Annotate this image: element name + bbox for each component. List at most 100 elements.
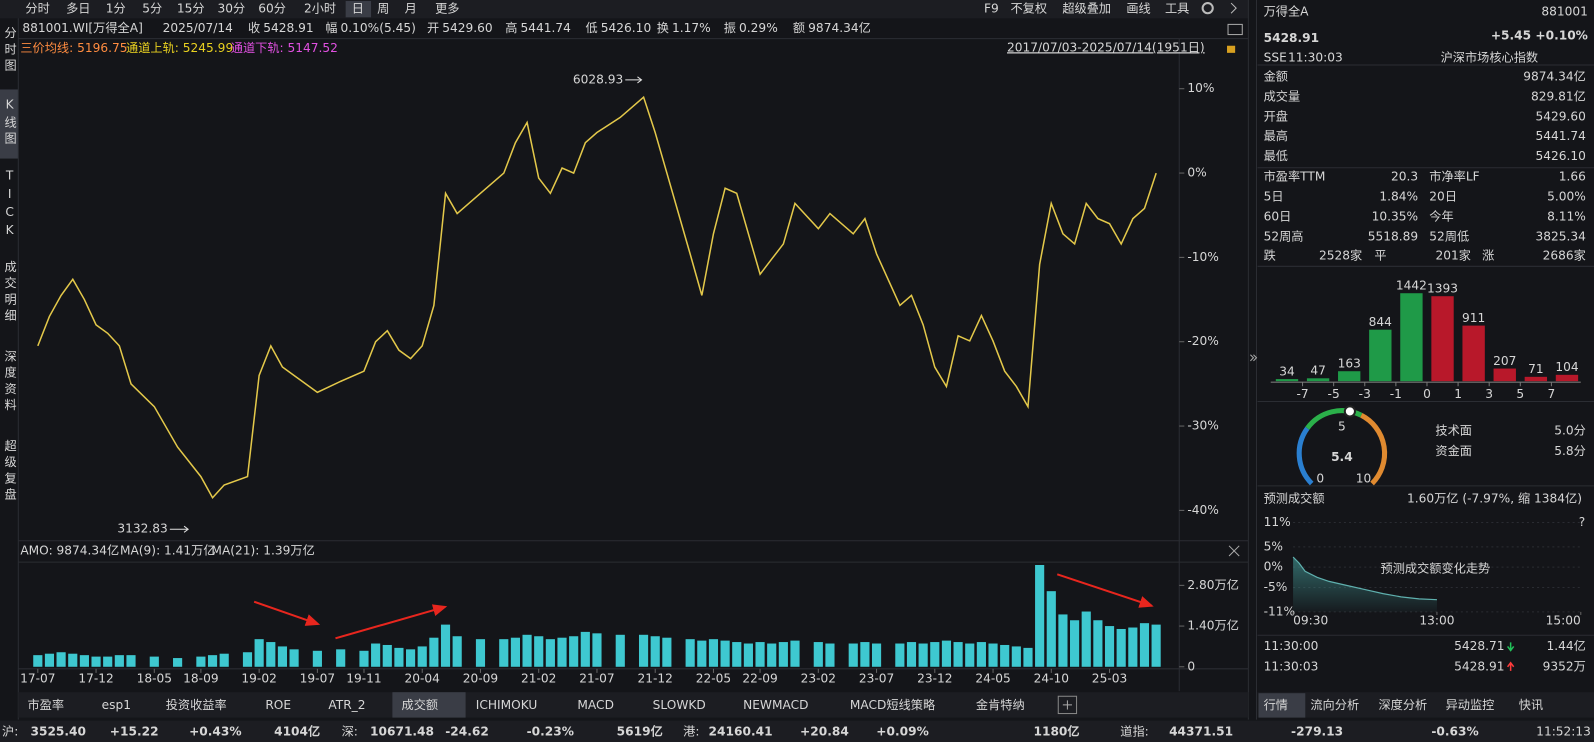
tick-arrow <box>1506 642 1515 652</box>
indicator-tab[interactable]: NEWMACD <box>743 698 808 712</box>
period-tab[interactable]: 30分 <box>218 2 246 16</box>
lock-icon[interactable] <box>1227 45 1236 53</box>
sidebar-tab[interactable]: 流向分析 <box>1310 697 1359 712</box>
period-tab[interactable]: 更多 <box>435 2 459 16</box>
tool-button[interactable]: 工具 <box>1165 2 1189 16</box>
amount-bar <box>557 637 567 667</box>
pair-value: 10.35% <box>1372 209 1418 223</box>
amount-bar <box>918 643 928 667</box>
amount-bar <box>1128 627 1138 667</box>
tool-button[interactable]: 画线 <box>1126 2 1150 16</box>
indicator-tab[interactable]: MACD短线策略 <box>850 697 935 712</box>
y-tick-label: -11% <box>1264 604 1296 618</box>
gauge-tick: 10 <box>1356 471 1372 485</box>
indicator-tab[interactable]: MACD <box>577 698 614 712</box>
indicator-tab[interactable]: SLOWKD <box>653 698 706 712</box>
x-tick-label: 0 <box>1423 387 1431 401</box>
side-tab[interactable]: K线图 <box>3 98 17 149</box>
x-tick-label: 25-03 <box>1092 671 1127 685</box>
period-tab[interactable]: 分时 <box>25 2 49 16</box>
amount-legend: MA(9): 1.41万亿 <box>120 542 216 557</box>
help-icon[interactable]: ? <box>1579 515 1585 529</box>
indicator-tab[interactable]: ROE <box>265 698 291 712</box>
amount-bar <box>895 643 905 667</box>
indicator-tab[interactable]: ICHIMOKU <box>476 698 538 712</box>
y-tick-label: -30% <box>1187 419 1219 433</box>
toolbar-bg <box>0 0 1249 19</box>
bar-label: 71 <box>1528 362 1544 376</box>
amount-bar <box>743 643 753 667</box>
clock: 11:52:13 <box>1536 724 1591 738</box>
x-tick-label: -5 <box>1328 387 1340 401</box>
amount-bar <box>953 642 963 667</box>
market-value: 24160.41 <box>709 724 773 738</box>
x-tick-label: 3 <box>1485 387 1493 401</box>
indicator-tab[interactable]: 市盈率 <box>27 697 64 712</box>
amount-bar <box>207 655 218 667</box>
distribution-bar <box>1306 378 1330 382</box>
period-tab[interactable]: 5分 <box>142 2 162 16</box>
period-tab[interactable]: 月 <box>405 2 417 16</box>
amount-bar <box>755 642 765 667</box>
indicator-tab[interactable]: ATR_2 <box>328 698 365 712</box>
amount-bar <box>1093 620 1103 667</box>
side-tab[interactable]: 超级复盘 <box>3 438 17 504</box>
indicator-tab[interactable]: 金肯特纳 <box>976 697 1025 712</box>
indicator-tab[interactable]: 投资收益率 <box>166 697 227 712</box>
wp-icon[interactable] <box>1227 23 1243 36</box>
tool-button[interactable]: F9 <box>984 2 999 16</box>
side-tab[interactable]: 成交明细 <box>3 260 17 325</box>
side-tab[interactable]: 深度资料 <box>3 349 17 414</box>
period-tab[interactable]: 15分 <box>177 2 205 16</box>
amount-bar <box>475 639 486 667</box>
period-tab[interactable]: 多日 <box>66 2 90 16</box>
indicator-tab[interactable]: 成交额 <box>402 697 439 712</box>
active-side-tab <box>0 89 19 159</box>
x-tick-label: 17-07 <box>20 671 55 685</box>
period-tab[interactable]: 60分 <box>258 2 286 16</box>
field-label: 收 <box>248 21 260 35</box>
x-tick-label: 7 <box>1548 387 1556 401</box>
period-tab[interactable]: 日 <box>352 2 364 16</box>
sidebar-tab[interactable]: 行情 <box>1264 698 1288 712</box>
amount-bar <box>359 650 369 667</box>
side-tab[interactable]: TICK <box>3 169 17 241</box>
market-value: -24.62 <box>445 724 489 738</box>
amount-bar <box>1023 647 1033 667</box>
active-period <box>345 1 372 18</box>
period-tab[interactable]: 1分 <box>106 2 126 16</box>
amount-bar <box>406 649 416 667</box>
amount-bar <box>277 646 288 667</box>
gear-icon[interactable] <box>1201 2 1214 15</box>
market-value: +0.43% <box>189 724 242 738</box>
period-tab[interactable]: 2小时 <box>304 2 336 16</box>
sidebar-tab[interactable]: 深度分析 <box>1378 697 1427 712</box>
change: +5.45 +0.10% <box>1491 28 1588 42</box>
index-desc: 沪深市场核心指数 <box>1441 49 1539 64</box>
amount-legend: AMO: 9874.34亿 <box>20 542 119 557</box>
field-value: 5429.60 <box>442 21 492 35</box>
add-tab[interactable] <box>1057 695 1078 715</box>
change-abs: +5.45 <box>1491 28 1531 42</box>
bar-label: 911 <box>1462 311 1485 325</box>
tool-button[interactable]: 不复权 <box>1010 2 1047 16</box>
row-label: 成交量 <box>1264 89 1301 104</box>
more-icon[interactable] <box>1230 2 1237 14</box>
x-tick-label: 09:30 <box>1293 614 1328 628</box>
y-tick-label: 2.80万亿 <box>1187 577 1239 592</box>
indicator-tab[interactable]: esp1 <box>102 698 131 712</box>
tool-button[interactable]: 超级叠加 <box>1062 1 1111 16</box>
period-tab[interactable]: 周 <box>377 2 389 16</box>
y-tick-label: 0% <box>1187 166 1206 180</box>
side-tab[interactable]: 分时图 <box>3 26 17 75</box>
collapse-icon[interactable] <box>1250 354 1258 362</box>
amount-bar <box>44 653 55 667</box>
sidebar-tab[interactable]: 快讯 <box>1519 698 1543 712</box>
sidebar-tab[interactable]: 异动监控 <box>1446 698 1495 712</box>
score-value: 5.8分 <box>1554 444 1586 458</box>
market-value: -0.23% <box>527 724 574 738</box>
x-tick-label: 1 <box>1454 387 1462 401</box>
pair-label: 市盈率TTM <box>1264 168 1326 183</box>
close-icon[interactable] <box>1228 545 1240 557</box>
